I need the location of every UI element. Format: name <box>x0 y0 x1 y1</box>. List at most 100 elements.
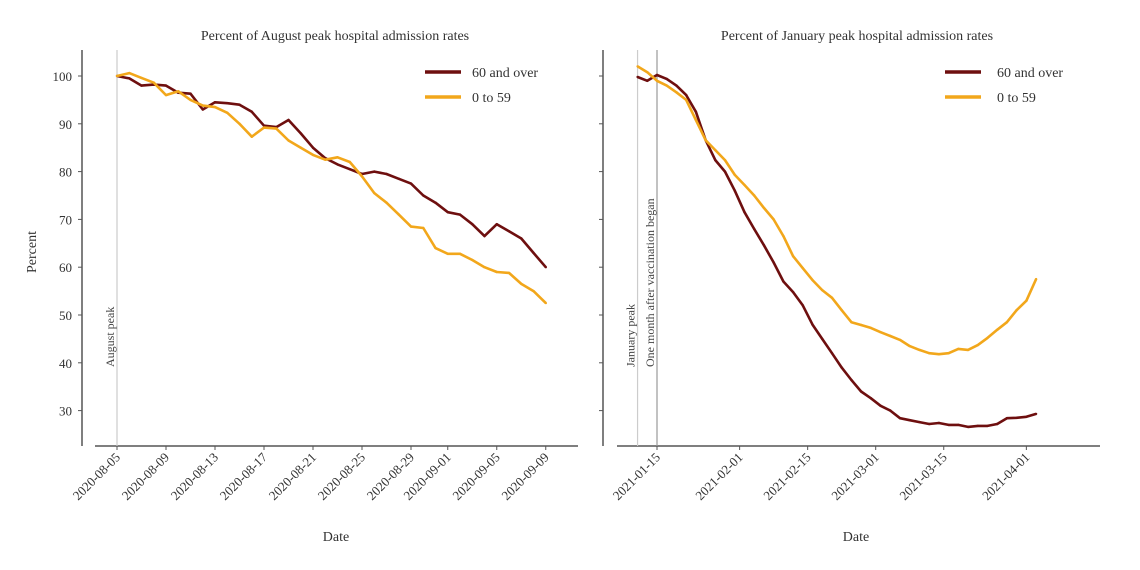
x-tick-label: 2020-08-17 <box>217 449 271 503</box>
data-point <box>422 194 425 197</box>
data-point <box>636 75 639 79</box>
data-point <box>495 223 498 226</box>
data-point <box>471 223 474 226</box>
data-point <box>908 419 911 422</box>
x-tick-label: 2020-08-21 <box>266 450 320 504</box>
data-point <box>483 266 486 269</box>
data-point <box>859 390 863 393</box>
y-tick-label: 50 <box>59 308 72 323</box>
x-tick-label: 2021-03-15 <box>896 450 950 504</box>
data-point <box>976 424 979 428</box>
data-point <box>1034 412 1038 416</box>
data-point <box>311 146 315 149</box>
x-tick-label: 2020-08-13 <box>168 450 222 504</box>
data-point <box>947 423 950 427</box>
y-axis-label: Percent <box>25 231 40 273</box>
data-point <box>458 252 462 255</box>
data-point <box>772 261 775 264</box>
data-point <box>918 348 921 352</box>
data-point <box>694 118 698 122</box>
data-point <box>226 102 229 105</box>
annotation-label: One month after vaccination began <box>643 198 657 367</box>
data-point <box>336 163 339 166</box>
data-point <box>850 378 853 382</box>
data-point <box>299 132 302 135</box>
data-point <box>532 251 535 255</box>
x-tick-label: 2021-02-15 <box>760 450 814 504</box>
data-point <box>996 328 999 331</box>
data-point <box>840 366 843 369</box>
data-point <box>1025 415 1028 418</box>
data-point <box>646 79 649 83</box>
data-point <box>937 353 941 356</box>
data-point <box>520 282 523 286</box>
data-point <box>164 93 168 97</box>
data-point <box>128 77 131 80</box>
data-point <box>250 135 253 138</box>
data-point <box>226 111 229 115</box>
chart-title: Percent of August peak hospital admissio… <box>201 29 469 44</box>
data-point <box>811 323 814 326</box>
data-point <box>714 148 717 152</box>
data-point <box>360 175 364 178</box>
january-peak-panel: Percent of January peak hospital admissi… <box>599 29 1100 545</box>
x-axis-label: Date <box>323 530 349 545</box>
data-point <box>189 98 192 102</box>
data-point <box>250 110 253 114</box>
data-point <box>483 234 486 238</box>
data-point <box>189 92 192 95</box>
annotation-label: August peak <box>103 307 117 367</box>
data-point <box>275 127 278 130</box>
data-point <box>636 65 639 68</box>
data-point <box>115 74 119 78</box>
data-point <box>889 334 892 338</box>
data-point <box>446 211 449 214</box>
data-point <box>986 336 989 340</box>
data-point <box>1034 277 1038 281</box>
data-point <box>140 76 143 80</box>
data-point <box>957 347 960 351</box>
data-point <box>879 331 882 334</box>
data-point <box>782 234 785 238</box>
legend-label-60-and-over: 60 and over <box>472 66 538 81</box>
x-tick-label: 2021-03-01 <box>828 450 882 504</box>
data-point <box>1005 417 1009 420</box>
data-point <box>762 206 766 210</box>
data-point <box>471 258 474 262</box>
data-point <box>685 98 688 102</box>
data-point <box>287 139 290 142</box>
data-point <box>299 146 302 149</box>
data-point <box>753 194 756 197</box>
data-point <box>213 105 217 109</box>
data-point <box>966 425 970 429</box>
data-point <box>458 213 462 216</box>
data-point <box>336 156 339 159</box>
data-point <box>850 321 853 324</box>
data-point <box>520 237 523 240</box>
chart-title: Percent of January peak hospital admissi… <box>721 29 993 44</box>
data-point <box>655 79 659 83</box>
data-point <box>743 183 746 187</box>
data-point <box>694 110 698 114</box>
x-axis-label: Date <box>843 530 869 545</box>
data-point <box>238 122 241 126</box>
x-tick-label: 2021-02-01 <box>692 450 746 504</box>
data-point <box>446 252 449 255</box>
data-point <box>409 225 413 228</box>
data-point <box>373 191 376 195</box>
data-point <box>675 84 678 87</box>
data-point <box>869 326 872 330</box>
data-point <box>1025 299 1028 302</box>
data-point <box>397 213 400 216</box>
data-point <box>937 421 941 425</box>
data-point <box>201 108 204 111</box>
y-tick-label: 80 <box>59 165 72 180</box>
data-point <box>996 422 999 426</box>
x-tick-label: 2020-08-25 <box>315 450 369 504</box>
data-point <box>262 124 266 127</box>
data-point <box>733 189 736 192</box>
data-point <box>723 170 727 173</box>
x-tick-label: 2020-08-05 <box>70 450 124 504</box>
data-point <box>723 158 727 162</box>
